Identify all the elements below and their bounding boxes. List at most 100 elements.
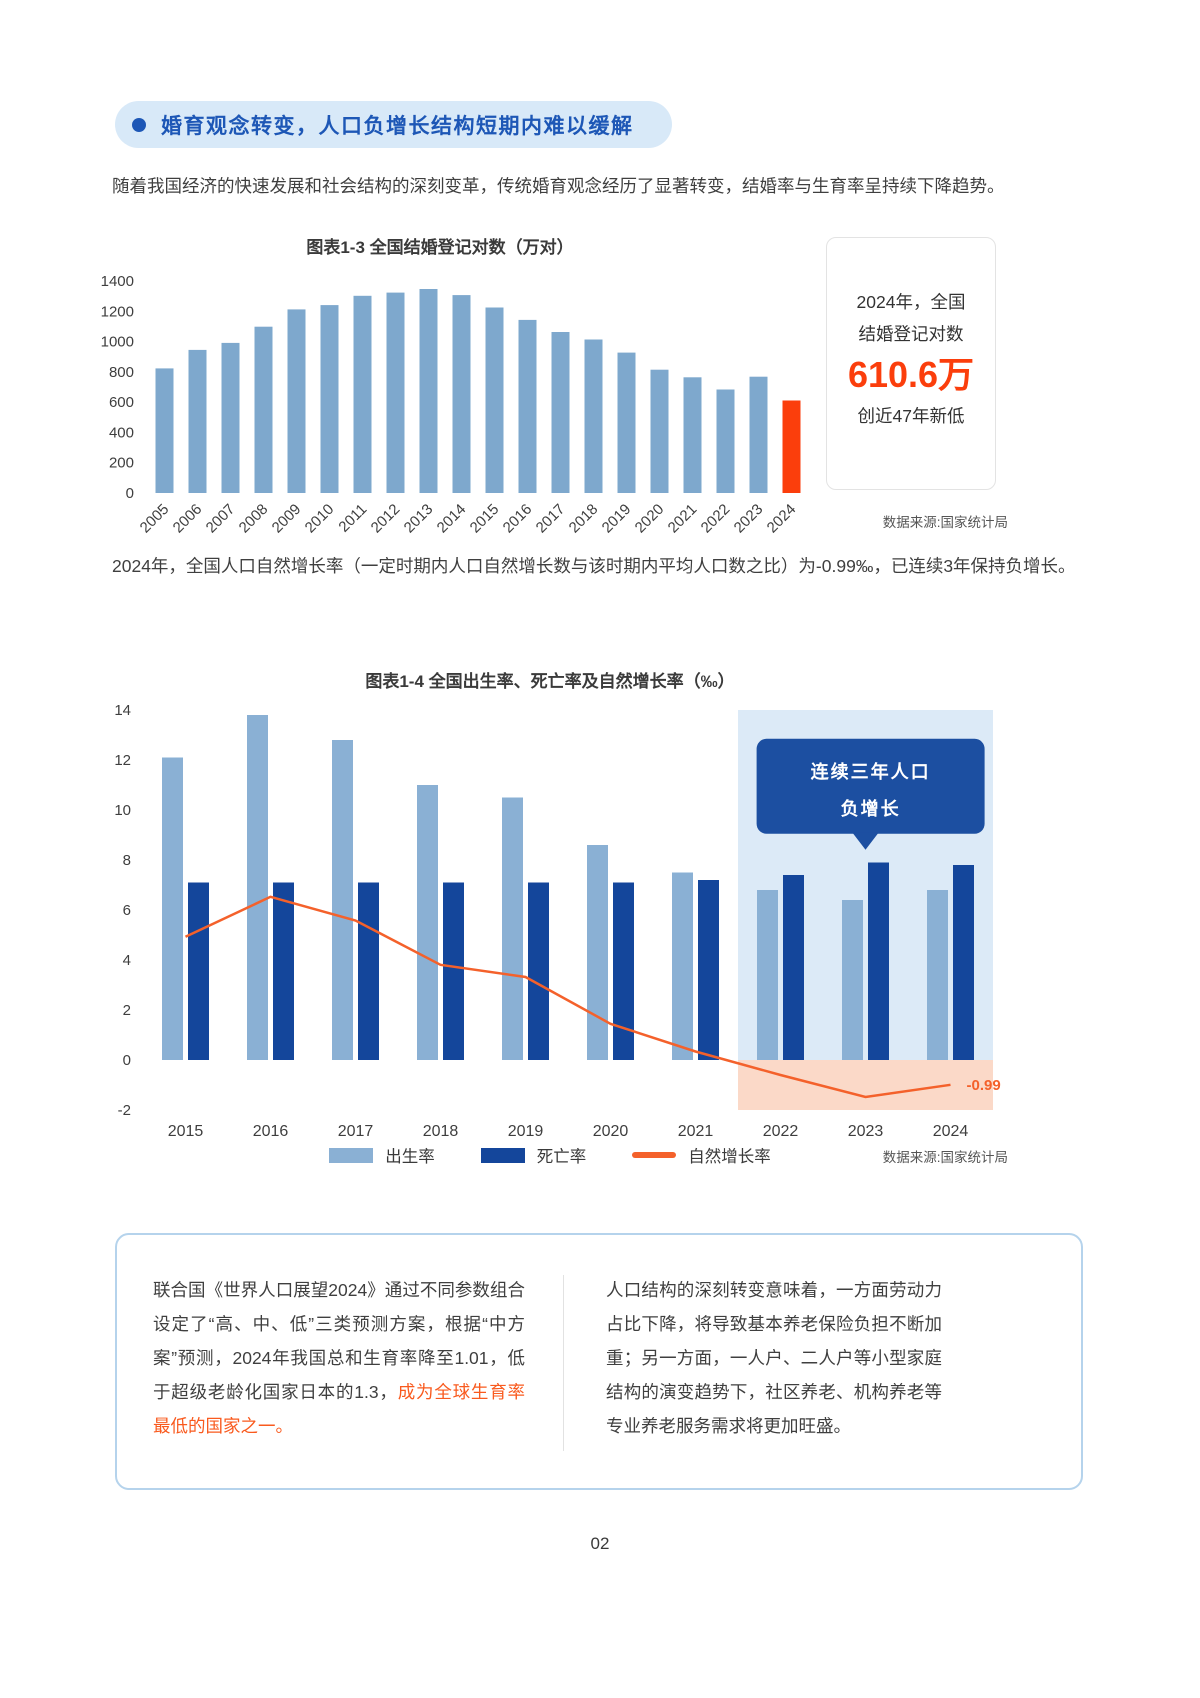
highlight-region-negative bbox=[738, 1060, 993, 1110]
chart2-title: 图表1-4 全国出生率、死亡率及自然增长率（‰） bbox=[365, 672, 735, 691]
svg-text:2023: 2023 bbox=[848, 1123, 884, 1140]
svg-text:2021: 2021 bbox=[665, 501, 701, 537]
rate-bar bbox=[443, 882, 464, 1060]
info-left-normal: 联合国《世界人口展望2024》通过不同参数组合设定了“高、中、低”三类预测方案，… bbox=[153, 1280, 525, 1402]
svg-text:2006: 2006 bbox=[170, 501, 206, 537]
svg-text:8: 8 bbox=[123, 852, 131, 869]
svg-text:2009: 2009 bbox=[269, 501, 305, 537]
svg-text:2015: 2015 bbox=[467, 501, 503, 537]
svg-text:2014: 2014 bbox=[434, 501, 470, 537]
rate-bar bbox=[868, 862, 889, 1060]
bullet-dot-icon bbox=[132, 117, 146, 132]
page-number: 02 bbox=[590, 1534, 610, 1553]
growth-end-label: -0.99 bbox=[967, 1077, 1001, 1094]
info-right-text: 人口结构的深刻转变意味着，一方面劳动力占比下降，将导致基本养老保险负担不断加重；… bbox=[606, 1280, 942, 1436]
svg-text:2008: 2008 bbox=[236, 501, 272, 537]
marriage-bar bbox=[782, 400, 801, 493]
marriage-bar bbox=[287, 309, 306, 493]
rate-bar bbox=[927, 890, 948, 1060]
rate-bar bbox=[953, 865, 974, 1060]
info-box: 联合国《世界人口展望2024》通过不同参数组合设定了“高、中、低”三类预测方案，… bbox=[115, 1233, 1083, 1490]
section-header: 婚育观念转变，人口负增长结构短期内难以缓解 bbox=[115, 101, 672, 148]
svg-text:2017: 2017 bbox=[338, 1123, 374, 1140]
svg-text:4: 4 bbox=[123, 952, 131, 969]
marriage-bar bbox=[320, 305, 339, 493]
rate-bar bbox=[188, 882, 209, 1060]
mid-paragraph: 2024年，全国人口自然增长率（一定时期内人口自然增长数与该时期内平均人口数之比… bbox=[112, 556, 1076, 576]
marriage-bar bbox=[254, 326, 273, 493]
svg-text:2019: 2019 bbox=[508, 1123, 544, 1140]
legend-item-birth-rate: 出生率 bbox=[329, 1143, 435, 1167]
svg-text:2018: 2018 bbox=[423, 1123, 459, 1140]
rate-bar bbox=[613, 882, 634, 1060]
marriage-bar bbox=[617, 352, 636, 493]
info-left-highlight: 成为全球生育率最低的国家之一。 bbox=[153, 1382, 526, 1436]
svg-text:2016: 2016 bbox=[253, 1123, 289, 1140]
marriage-bar bbox=[221, 342, 240, 493]
marriage-bar bbox=[650, 369, 669, 493]
svg-text:10: 10 bbox=[114, 802, 131, 819]
marriage-bar bbox=[551, 332, 570, 493]
marriage-bar-chart: 0 200 400 600 800 1000 1200 1400 2005 2006 2007 200… bbox=[92, 273, 812, 558]
rate-bar bbox=[528, 882, 549, 1060]
svg-text:6: 6 bbox=[123, 902, 131, 919]
death-rate-swatch-icon bbox=[480, 1147, 525, 1163]
svg-text:600: 600 bbox=[109, 394, 134, 411]
svg-text:2010: 2010 bbox=[302, 501, 338, 537]
svg-text:2024: 2024 bbox=[764, 501, 800, 537]
svg-text:14: 14 bbox=[114, 702, 131, 719]
growth-rate-swatch-icon bbox=[632, 1152, 677, 1158]
section-title: 婚育观念转变，人口负增长结构短期内难以缓解 bbox=[161, 114, 634, 138]
marriage-bar bbox=[419, 289, 438, 493]
svg-text:负增长: 负增长 bbox=[841, 798, 901, 819]
svg-text:2023: 2023 bbox=[731, 501, 767, 537]
rate-bar bbox=[698, 880, 719, 1060]
rate-bar bbox=[502, 797, 523, 1060]
rate-bar bbox=[672, 872, 693, 1060]
svg-text:2022: 2022 bbox=[763, 1123, 799, 1140]
stat-line-3: 创近47年新低 bbox=[857, 406, 965, 426]
marriage-bar bbox=[353, 295, 372, 493]
info-left-text: 联合国《世界人口展望2024》通过不同参数组合设定了“高、中、低”三类预测方案，… bbox=[153, 1273, 525, 1488]
svg-text:12: 12 bbox=[114, 752, 131, 769]
svg-text:2017: 2017 bbox=[533, 501, 569, 537]
svg-text:2: 2 bbox=[123, 1002, 131, 1019]
marriage-bar bbox=[584, 339, 603, 493]
annotation-callout bbox=[756, 738, 985, 834]
info-divider bbox=[563, 1275, 564, 1451]
rates-combo-chart: -2 0 2 4 6 8 10 12 14 -0.99 2015 2016 2017 2018 2019 20… bbox=[93, 698, 1078, 1158]
rate-bar bbox=[757, 890, 778, 1060]
svg-text:2022: 2022 bbox=[698, 501, 734, 537]
legend-label-birth-rate: 出生率 bbox=[385, 1148, 435, 1166]
rate-bar bbox=[842, 900, 863, 1060]
chart2-source: 数据来源:国家统计局 bbox=[882, 1150, 1008, 1165]
svg-text:0: 0 bbox=[126, 485, 134, 502]
chart1-source: 数据来源:国家统计局 bbox=[882, 515, 1008, 530]
svg-text:2021: 2021 bbox=[678, 1123, 714, 1140]
marriage-bar bbox=[716, 389, 735, 493]
svg-text:2019: 2019 bbox=[599, 501, 635, 537]
marriage-bar bbox=[683, 377, 702, 493]
svg-text:2011: 2011 bbox=[335, 501, 370, 536]
svg-text:2005: 2005 bbox=[137, 501, 173, 537]
svg-text:1200: 1200 bbox=[101, 303, 134, 320]
marriage-bar bbox=[386, 292, 405, 493]
legend-label-growth-rate: 自然增长率 bbox=[688, 1148, 771, 1166]
rate-bar bbox=[417, 785, 438, 1060]
marriage-bar bbox=[155, 368, 174, 493]
legend-label-death-rate: 死亡率 bbox=[536, 1148, 587, 1166]
rate-bar bbox=[587, 845, 608, 1060]
svg-text:0: 0 bbox=[123, 1052, 131, 1069]
svg-text:2024: 2024 bbox=[933, 1123, 969, 1140]
svg-text:-2: -2 bbox=[118, 1102, 131, 1119]
stat-line-1: 2024年，全国 bbox=[856, 292, 966, 312]
svg-text:2020: 2020 bbox=[593, 1123, 629, 1140]
svg-text:800: 800 bbox=[109, 364, 134, 381]
svg-text:1000: 1000 bbox=[101, 334, 134, 351]
rate-bar bbox=[783, 875, 804, 1060]
legend-item-death-rate: 死亡率 bbox=[480, 1143, 587, 1167]
svg-text:连续三年人口: 连续三年人口 bbox=[811, 761, 931, 782]
rate-bar bbox=[247, 715, 268, 1060]
intro-paragraph: 随着我国经济的快速发展和社会结构的深刻变革，传统婚育观念经历了显著转变，结婚率与… bbox=[112, 176, 1005, 196]
